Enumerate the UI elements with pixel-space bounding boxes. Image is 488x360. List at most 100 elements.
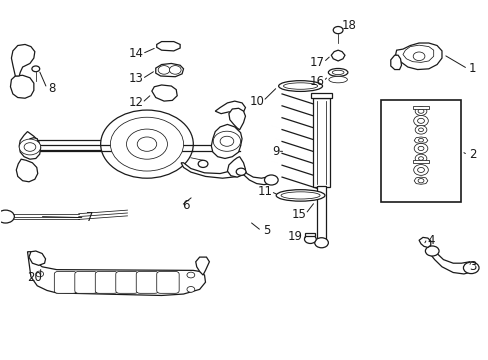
Polygon shape xyxy=(152,85,177,101)
Text: 12: 12 xyxy=(128,96,143,109)
Polygon shape xyxy=(156,63,183,77)
Circle shape xyxy=(186,287,194,292)
Bar xyxy=(305,233,315,236)
Circle shape xyxy=(418,157,423,160)
Polygon shape xyxy=(11,44,35,76)
Polygon shape xyxy=(240,167,272,185)
Bar xyxy=(317,186,325,241)
Bar xyxy=(412,160,428,163)
Circle shape xyxy=(418,128,423,132)
Circle shape xyxy=(417,118,424,123)
Circle shape xyxy=(332,27,342,34)
Circle shape xyxy=(137,137,157,151)
Circle shape xyxy=(414,126,426,134)
Polygon shape xyxy=(429,249,474,274)
Text: 4: 4 xyxy=(427,234,434,247)
Polygon shape xyxy=(215,101,245,114)
Circle shape xyxy=(264,175,278,185)
Polygon shape xyxy=(418,237,430,247)
Circle shape xyxy=(417,179,423,183)
Circle shape xyxy=(101,110,193,178)
Text: 10: 10 xyxy=(249,95,264,108)
Polygon shape xyxy=(29,251,45,265)
Polygon shape xyxy=(195,257,209,275)
Circle shape xyxy=(213,131,240,151)
Polygon shape xyxy=(413,137,427,143)
Text: 1: 1 xyxy=(468,62,475,75)
FancyBboxPatch shape xyxy=(75,271,97,293)
FancyBboxPatch shape xyxy=(136,271,158,293)
Circle shape xyxy=(413,165,427,175)
Ellipse shape xyxy=(281,192,320,199)
Circle shape xyxy=(425,246,438,256)
Circle shape xyxy=(169,66,181,74)
Polygon shape xyxy=(16,159,38,182)
Circle shape xyxy=(314,238,328,248)
Circle shape xyxy=(32,66,40,72)
Text: 3: 3 xyxy=(468,260,475,273)
Polygon shape xyxy=(19,132,41,159)
Polygon shape xyxy=(181,163,239,178)
Polygon shape xyxy=(228,108,245,130)
Bar xyxy=(35,140,147,150)
Circle shape xyxy=(304,235,316,243)
Text: 9: 9 xyxy=(271,145,279,158)
Text: 11: 11 xyxy=(257,185,272,198)
Polygon shape xyxy=(10,75,34,98)
Polygon shape xyxy=(227,157,245,177)
Circle shape xyxy=(110,117,183,171)
Ellipse shape xyxy=(328,76,346,83)
Circle shape xyxy=(19,139,41,155)
Ellipse shape xyxy=(328,68,347,76)
Text: 5: 5 xyxy=(263,224,270,238)
Circle shape xyxy=(126,129,167,159)
Text: 13: 13 xyxy=(128,72,143,85)
Text: 8: 8 xyxy=(48,82,56,95)
FancyBboxPatch shape xyxy=(157,271,179,293)
Circle shape xyxy=(463,262,478,274)
Text: 16: 16 xyxy=(309,75,325,88)
Text: 6: 6 xyxy=(182,199,190,212)
Bar xyxy=(312,98,330,187)
Polygon shape xyxy=(413,177,427,184)
Circle shape xyxy=(220,136,233,146)
Circle shape xyxy=(24,143,36,151)
Circle shape xyxy=(413,116,427,126)
Circle shape xyxy=(0,210,14,223)
Text: 18: 18 xyxy=(341,19,356,32)
Text: 17: 17 xyxy=(309,56,325,69)
Circle shape xyxy=(417,146,423,150)
Polygon shape xyxy=(157,41,180,51)
Text: 15: 15 xyxy=(291,208,306,221)
Bar xyxy=(412,106,428,109)
FancyBboxPatch shape xyxy=(54,271,77,293)
FancyBboxPatch shape xyxy=(116,271,138,293)
Polygon shape xyxy=(390,55,401,69)
Ellipse shape xyxy=(283,83,317,89)
Polygon shape xyxy=(29,138,39,151)
Text: 20: 20 xyxy=(27,271,42,284)
Polygon shape xyxy=(330,50,344,61)
Circle shape xyxy=(413,143,427,153)
Text: 19: 19 xyxy=(287,230,303,243)
Ellipse shape xyxy=(331,70,343,75)
Circle shape xyxy=(236,168,245,175)
Bar xyxy=(310,93,331,98)
Ellipse shape xyxy=(276,190,325,201)
Circle shape xyxy=(414,107,426,116)
Polygon shape xyxy=(211,125,242,158)
Polygon shape xyxy=(402,45,433,62)
Bar xyxy=(380,100,461,202)
Circle shape xyxy=(412,52,424,60)
Circle shape xyxy=(417,167,424,172)
Polygon shape xyxy=(395,43,441,69)
Text: 2: 2 xyxy=(468,148,475,161)
FancyBboxPatch shape xyxy=(95,271,118,293)
Circle shape xyxy=(198,160,207,167)
Polygon shape xyxy=(27,252,205,296)
Ellipse shape xyxy=(278,81,322,91)
Circle shape xyxy=(414,154,426,163)
Circle shape xyxy=(36,271,43,277)
Circle shape xyxy=(158,66,169,74)
Text: 7: 7 xyxy=(86,211,93,224)
